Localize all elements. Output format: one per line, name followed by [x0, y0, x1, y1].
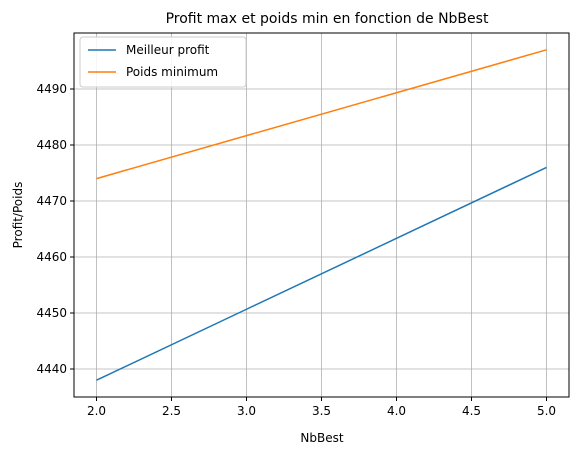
x-axis-ticks: 2.0 2.5 3.0 3.5 4.0 4.5 5.0 — [87, 397, 556, 418]
series-line-2 — [96, 49, 547, 180]
series-line-1 — [96, 166, 547, 381]
x-tick-label: 5.0 — [537, 404, 556, 418]
series-lines — [96, 49, 547, 381]
x-tick-label: 4.5 — [462, 404, 481, 418]
y-tick-label: 4440 — [36, 362, 67, 376]
legend-label-2: Poids minimum — [126, 65, 218, 79]
y-axis-label: Profit/Poids — [11, 182, 25, 249]
y-axis-ticks: 4440 4450 4460 4470 4480 4490 — [36, 82, 74, 376]
x-tick-label: 3.0 — [237, 404, 256, 418]
x-tick-label: 2.5 — [162, 404, 181, 418]
grid — [74, 33, 569, 397]
y-tick-label: 4480 — [36, 138, 67, 152]
x-tick-label: 2.0 — [87, 404, 106, 418]
x-axis-label: NbBest — [300, 431, 343, 445]
x-tick-label: 3.5 — [312, 404, 331, 418]
chart-title: Profit max et poids min en fonction de N… — [166, 11, 489, 27]
legend: Meilleur profit Poids minimum — [79, 36, 247, 88]
y-tick-label: 4450 — [36, 306, 67, 320]
legend-label-1: Meilleur profit — [126, 43, 210, 57]
y-tick-label: 4460 — [36, 250, 67, 264]
y-tick-label: 4470 — [36, 194, 67, 208]
legend-box — [79, 36, 247, 88]
x-tick-label: 4.0 — [387, 404, 406, 418]
y-tick-label: 4490 — [36, 82, 67, 96]
